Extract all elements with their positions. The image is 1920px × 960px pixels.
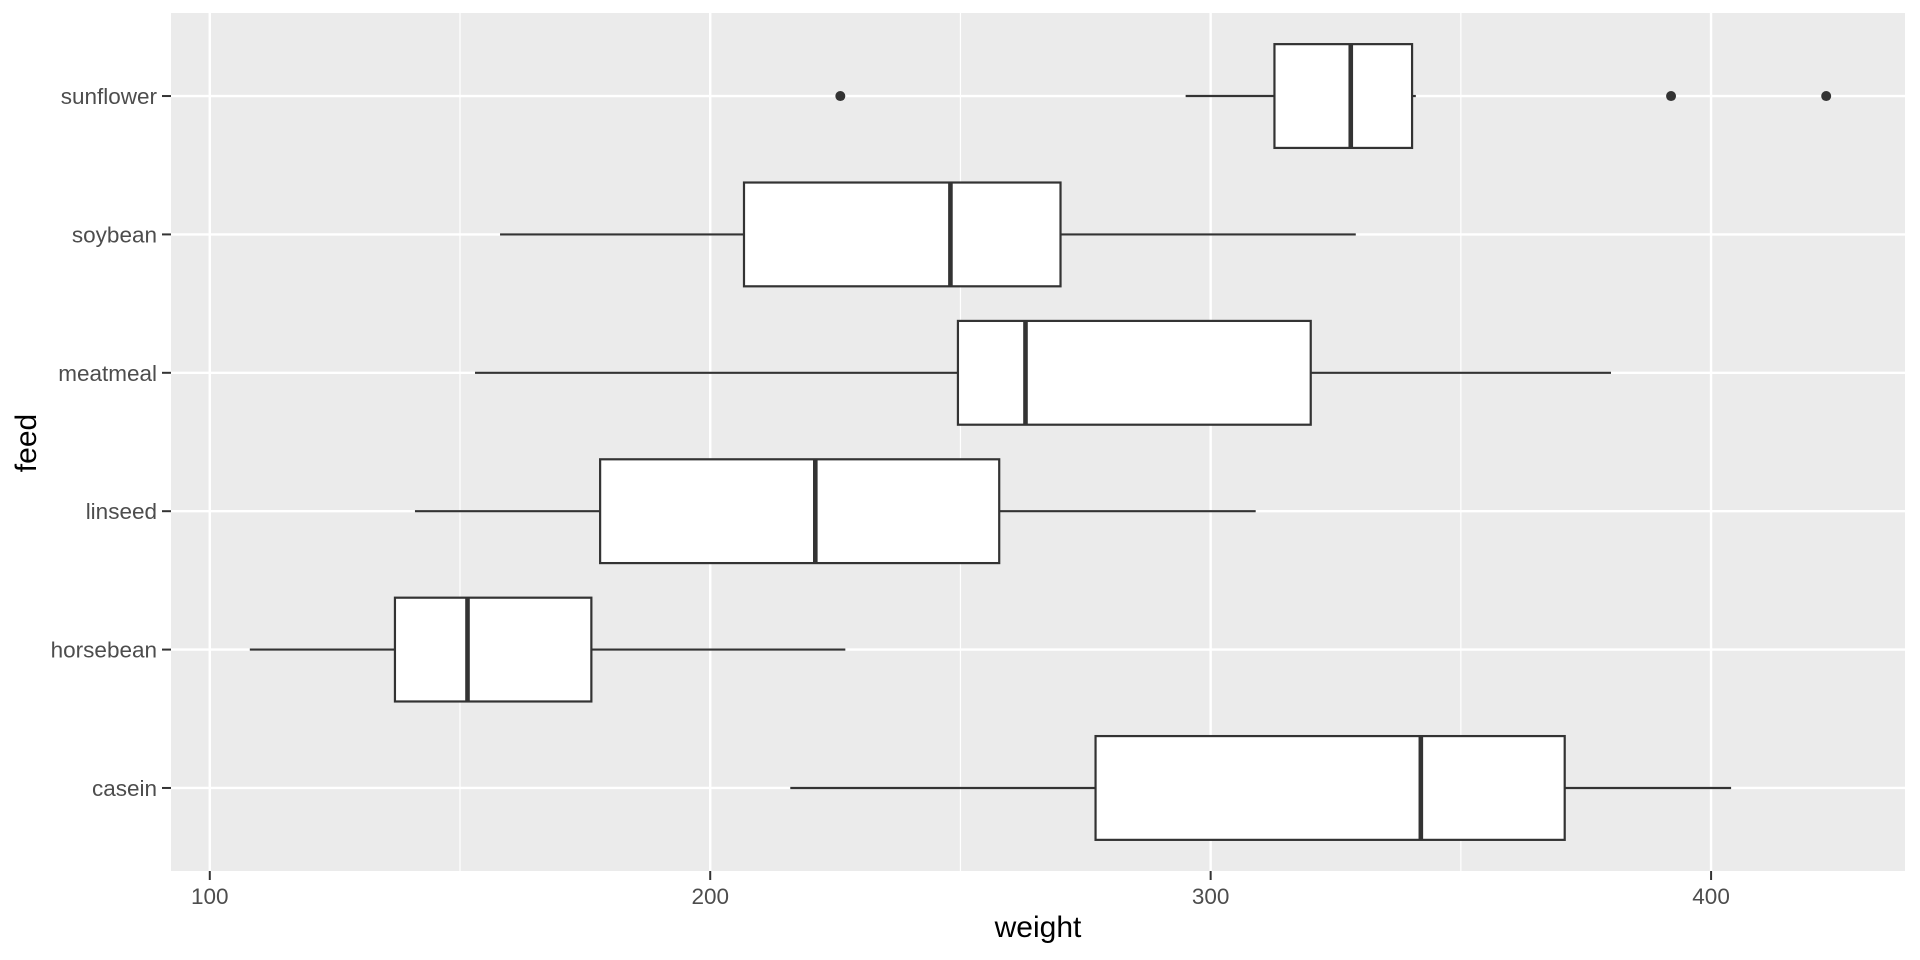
box-group-meatmeal [475,319,1611,426]
x-axis-title: weight [994,911,1082,944]
box-iqr-horsebean [393,596,593,703]
y-tick-label-horsebean: horsebean [51,638,157,663]
y-tick-label-sunflower: sunflower [61,84,158,109]
y-tick-label-soybean: soybean [72,222,157,247]
box-group-sunflower [835,43,1832,150]
x-tick-label-200: 200 [691,884,729,909]
box-iqr-soybean [742,181,1062,288]
box-group-soybean [500,181,1356,288]
box-iqr-casein [1094,734,1566,841]
box-iqr-linseed [599,458,1001,565]
outlier-point-sunflower-226 [835,91,846,102]
outlier-point-sunflower-423 [1821,91,1832,102]
box-iqr-sunflower [1273,43,1414,150]
plot-panel [171,13,1905,871]
box-iqr-meatmeal [956,319,1312,426]
x-tick-label-400: 400 [1692,884,1730,909]
outlier-point-sunflower-392 [1666,91,1677,102]
box-group-linseed [414,458,1256,565]
box-group-casein [790,734,1732,841]
x-tick-label-300: 300 [1192,884,1230,909]
box-group-horsebean [249,596,846,703]
y-tick-label-linseed: linseed [86,499,157,524]
y-tick-label-meatmeal: meatmeal [58,361,157,386]
y-axis-title: feed [10,413,43,473]
y-tick-label-casein: casein [92,776,157,801]
x-tick-label-100: 100 [191,884,229,909]
